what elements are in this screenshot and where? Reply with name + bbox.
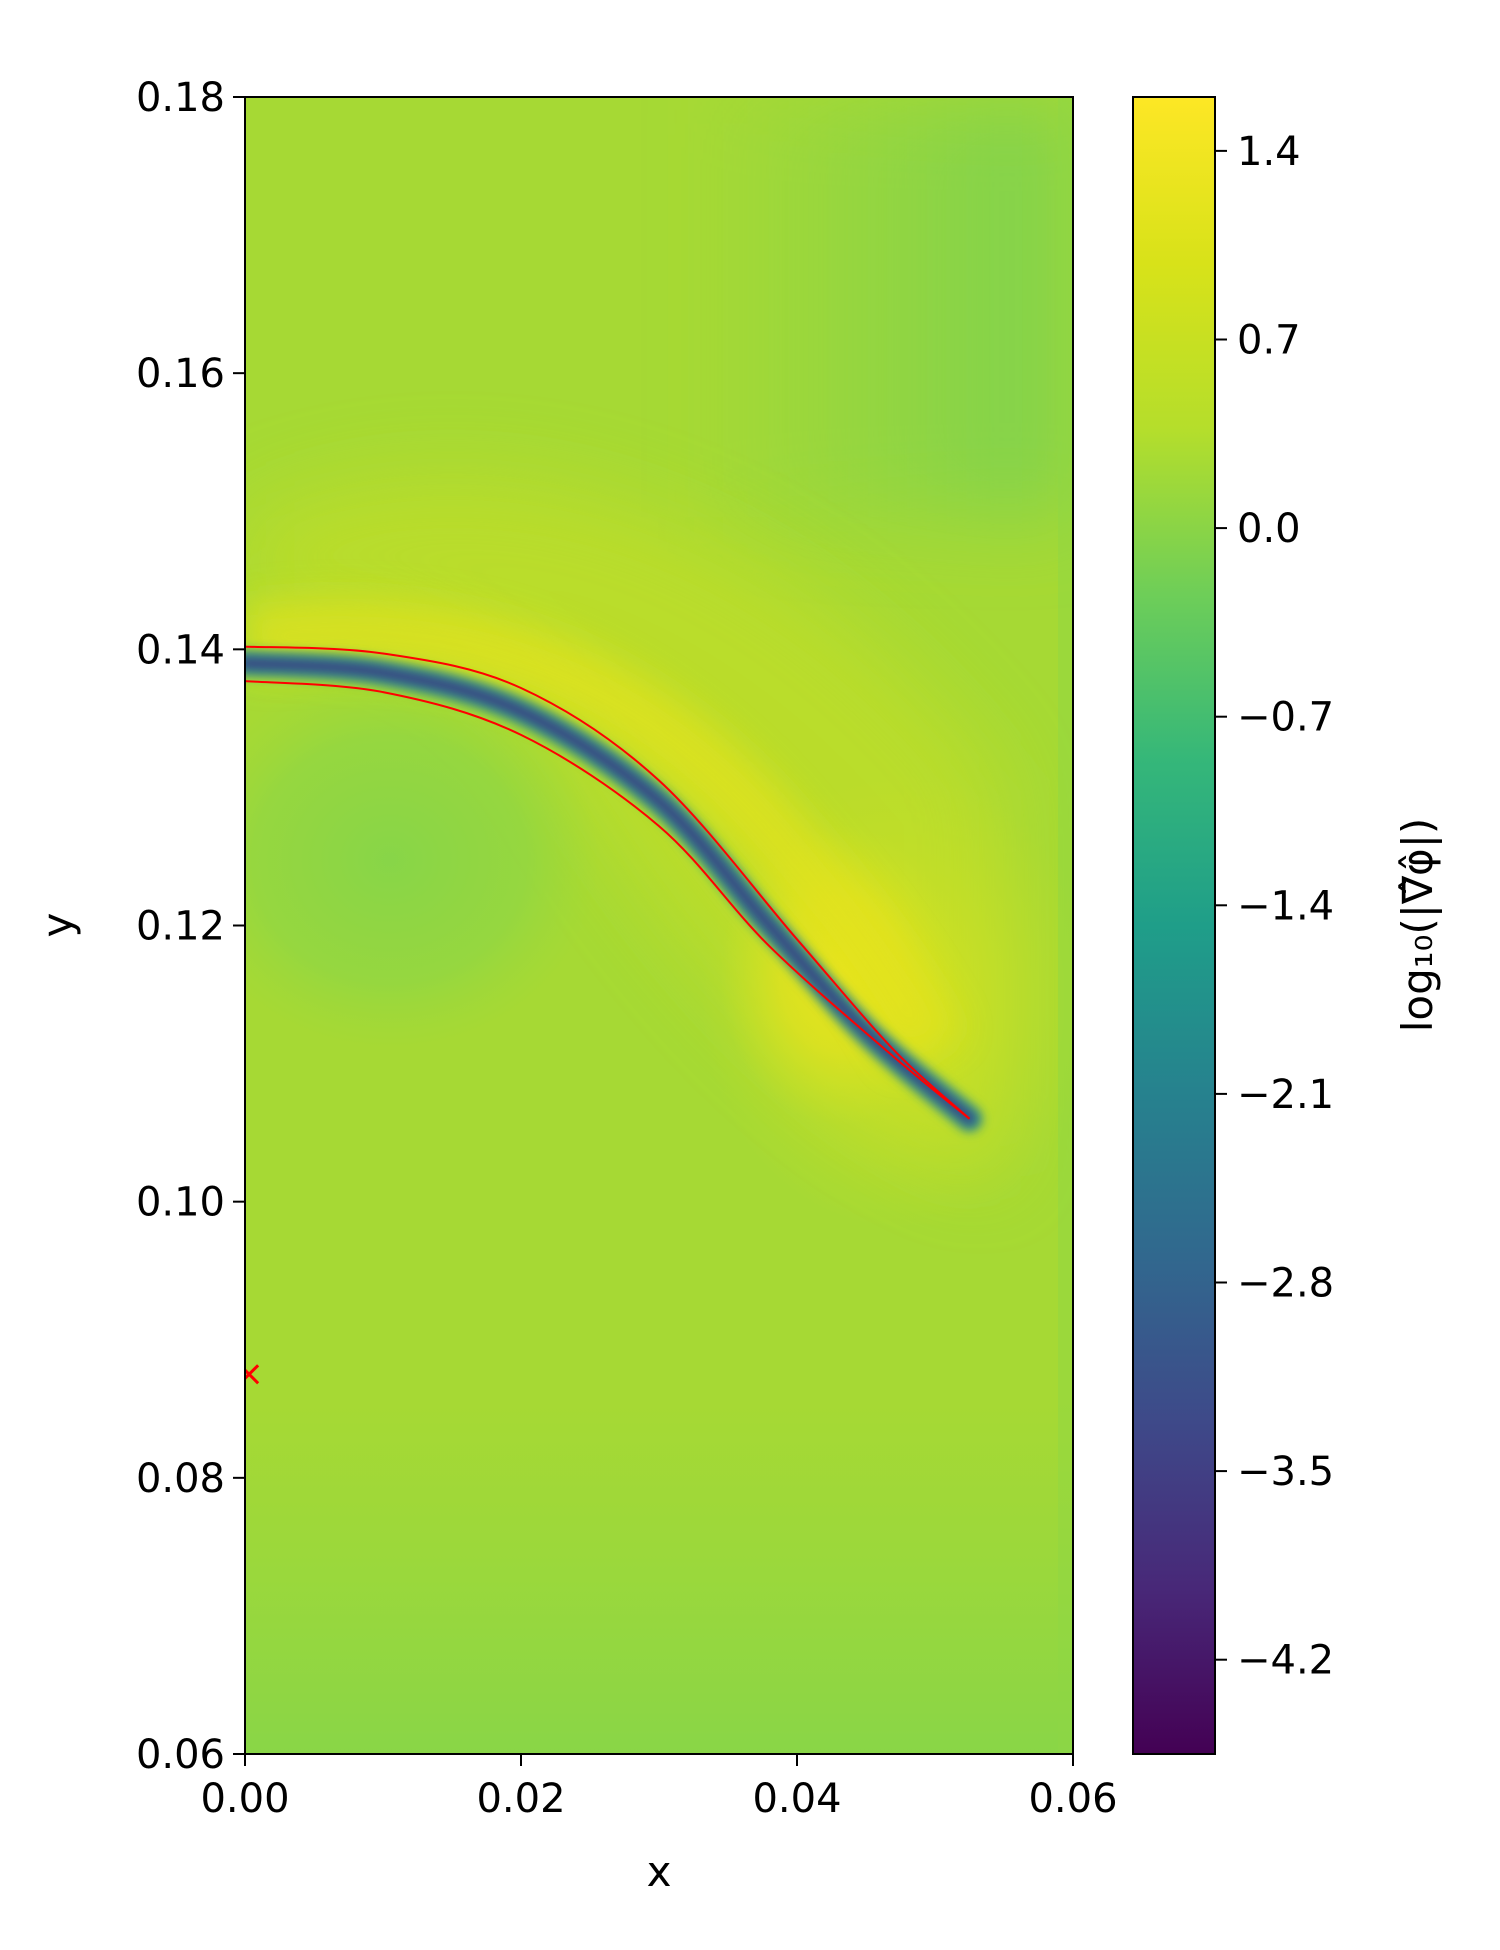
- y-axis-label: y: [33, 913, 82, 938]
- x-tick-label: 0.02: [476, 1776, 565, 1822]
- field-bottom-shade: [245, 1400, 1073, 1754]
- upper-boundary-curve: [245, 645, 971, 1120]
- heatmap-field: [245, 97, 1073, 1754]
- y-tick-label: 0.16: [136, 351, 225, 397]
- colorbar-label: log₁₀(|∇̂φ̂|): [1393, 818, 1442, 1033]
- y-axis: 0.06 0.08 0.10 0.12 0.14 0.16 0.18: [136, 75, 245, 1778]
- colorbar-tick-label: −2.8: [1237, 1260, 1334, 1306]
- field-hot-ridge: [245, 598, 961, 1068]
- colorbar-tick-label: 0.0: [1237, 506, 1301, 552]
- colorbar-frame: [1132, 96, 1216, 1755]
- colorbar-tick-label: −2.1: [1237, 1072, 1334, 1118]
- x-tick-label: 0.00: [200, 1776, 289, 1822]
- colorbar-tick-label: −3.5: [1237, 1449, 1334, 1495]
- marker-x: [245, 1364, 260, 1385]
- field-right-edge-strip: [1058, 97, 1073, 1754]
- colorbar-ticks: 1.4 0.7 0.0 −0.7 −1.4 −2.1 −2.8 −3.5 −4.2: [1215, 129, 1334, 1684]
- colorbar-tick-label: −4.2: [1237, 1638, 1334, 1684]
- marker-stroke: [245, 1364, 260, 1381]
- colorbar-tick-label: 1.4: [1237, 129, 1301, 175]
- colorbar-tick-label: −0.7: [1237, 695, 1334, 741]
- y-tick-label: 0.06: [136, 1732, 225, 1778]
- x-tick-label: 0.06: [1028, 1776, 1117, 1822]
- x-axis: 0.00 0.02 0.04 0.06: [200, 1754, 1118, 1822]
- colorbar-tick-label: −1.4: [1237, 883, 1334, 929]
- colorbar-gradient: [1133, 97, 1215, 1754]
- x-tick-label: 0.04: [752, 1776, 841, 1822]
- x-axis-label: x: [647, 1847, 672, 1896]
- lower-boundary-curve: [245, 680, 971, 1120]
- y-tick-label: 0.14: [136, 627, 225, 673]
- y-tick-label: 0.12: [136, 904, 225, 950]
- field-cool-pocket: [245, 670, 600, 1050]
- colorbar: 1.4 0.7 0.0 −0.7 −1.4 −2.1 −2.8 −3.5 −4.2 log₁₀(…: [1132, 96, 1442, 1755]
- y-tick-label: 0.08: [136, 1456, 225, 1502]
- y-tick-label: 0.10: [136, 1180, 225, 1226]
- colorbar-tick-label: 0.7: [1237, 317, 1301, 363]
- field-top-right-shade: [700, 97, 1073, 517]
- y-tick-label: 0.18: [136, 75, 225, 121]
